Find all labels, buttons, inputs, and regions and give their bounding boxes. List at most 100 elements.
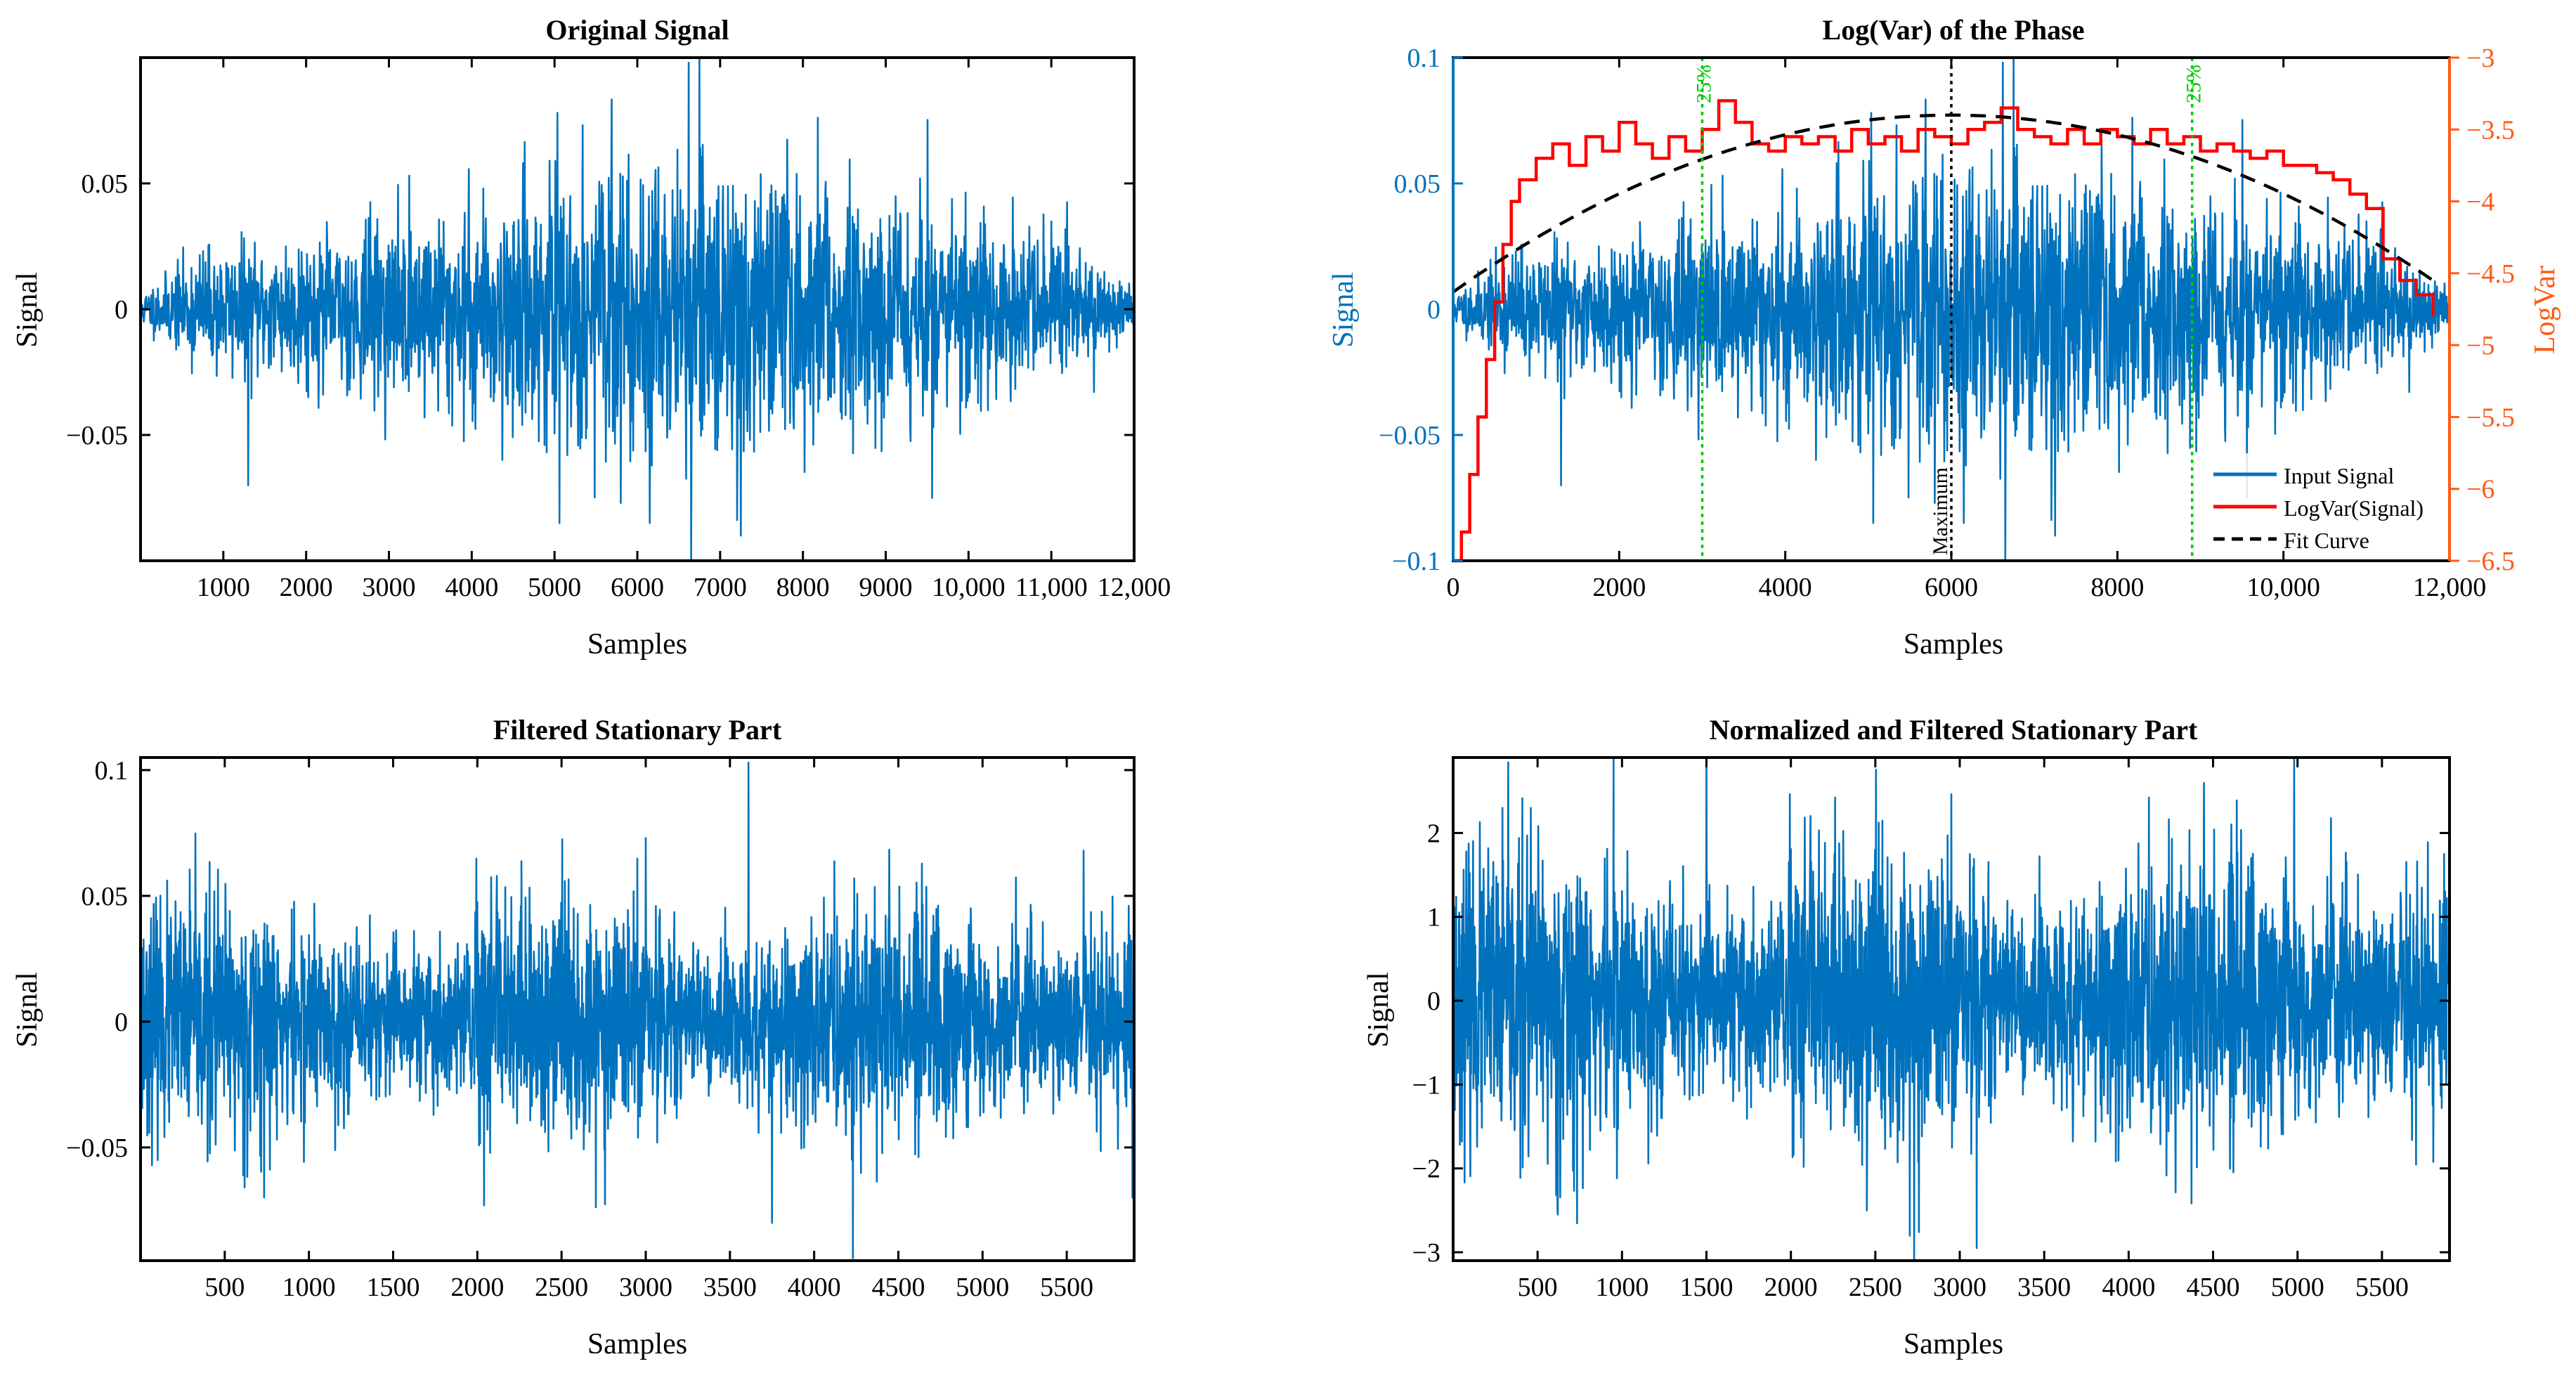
x-tick-label: 11,000 [1015, 573, 1088, 602]
x-tick-label: 5000 [528, 573, 581, 602]
signal-line [1452, 756, 2451, 1262]
plot-series [139, 56, 1136, 562]
x-tick-label: 5500 [1040, 1273, 1093, 1302]
chart-title: Normalized and Filtered Stationary Part [1710, 714, 2198, 746]
legend: Input Signal LogVar(Signal) Fit Curve [2196, 453, 2445, 553]
x-tick-label: 5500 [2355, 1273, 2409, 1302]
x-tick-label: 4000 [1759, 573, 1812, 602]
vline-label: 25% [1693, 65, 1716, 103]
y-tick-label-right: −5 [2466, 331, 2494, 360]
x-axis-label: Samples [587, 628, 687, 661]
y-tick-label: 0.1 [95, 756, 129, 786]
axes: 0 2000 4000 6000 8000 10,000 12,000 −0.1 −0.05 0 0… [1379, 44, 2515, 602]
x-tick-label: 2000 [1764, 1273, 1818, 1302]
y-tick-label: 2 [1427, 819, 1440, 848]
x-tick-label: 3500 [703, 1273, 757, 1302]
x-tick-label: 2500 [1849, 1273, 1902, 1302]
x-axis-label: Samples [1904, 1328, 2003, 1360]
y-tick-label: 0 [115, 1008, 128, 1037]
signal-line [139, 56, 1136, 562]
x-tick-label: 4000 [788, 1273, 841, 1302]
y-tick-label: −2 [1412, 1155, 1440, 1184]
y-axis-label: Signal [1362, 972, 1395, 1047]
panel-original-signal: Original Signal Signal Samples 1000 2000 3… [11, 14, 1171, 661]
x-tick-label: 2500 [535, 1273, 588, 1302]
legend-background [2196, 453, 2445, 548]
chart-title: Log(Var) of the Phase [1823, 14, 2085, 46]
axes-box [1452, 756, 2451, 1262]
y-tick-label: 0.1 [1407, 44, 1441, 73]
x-tick-label: 6000 [1925, 573, 1978, 602]
y-tick-label: −0.05 [1379, 421, 1440, 450]
legend-label-logvar: LogVar(Signal) [2284, 495, 2424, 521]
x-tick-label: 3500 [2017, 1273, 2071, 1302]
x-tick-label: 4500 [2187, 1273, 2240, 1302]
axes: 500 1000 1500 2000 2500 3000 3500 4000 4500 5000 5… [66, 756, 1136, 1302]
y-tick-label: 0.05 [82, 882, 129, 911]
x-tick-label: 1000 [282, 1273, 336, 1302]
axes: 500 1000 1500 2000 2500 3000 3500 4000 4500 5000 5… [1412, 756, 2451, 1302]
y-axis-label: Signal [11, 972, 44, 1047]
y-tick-label: 0 [1427, 295, 1440, 325]
y-tick-label-right: −4.5 [2466, 259, 2515, 289]
y-tick-label-right: −3.5 [2466, 115, 2515, 145]
x-tick-label: 1000 [197, 573, 250, 602]
x-tick-label: 4500 [871, 1273, 925, 1302]
x-tick-label: 3000 [1933, 1273, 1986, 1302]
panel-logvar-phase: Log(Var) of the Phase Signal LogVar Samp… [1327, 14, 2561, 661]
vline-label: 25% [2183, 65, 2206, 103]
y-tick-label: −0.05 [66, 421, 128, 450]
y-tick-label: −0.05 [66, 1133, 128, 1163]
x-tick-label: 8000 [776, 573, 830, 602]
x-tick-label: 12,000 [1098, 573, 1171, 602]
x-tick-label: 7000 [694, 573, 747, 602]
x-tick-label: 10,000 [932, 573, 1006, 602]
x-tick-label: 2000 [280, 573, 333, 602]
y-tick-label: 0.05 [82, 169, 129, 199]
y-tick-label: 0 [1427, 987, 1440, 1016]
x-tick-label: 500 [1518, 1273, 1558, 1302]
y-axis-label-right: LogVar [2529, 266, 2561, 354]
plot-series [139, 761, 1136, 1259]
x-tick-label: 3000 [363, 573, 416, 602]
vline-label: Maximum [1929, 467, 1952, 555]
y-tick-label: 0 [115, 295, 128, 325]
plot-series [1452, 756, 2451, 1262]
x-axis-label: Samples [1904, 628, 2003, 661]
x-tick-label: 12,000 [2413, 573, 2487, 602]
fit-curve-line [1452, 113, 2434, 294]
x-tick-label: 2000 [1592, 573, 1646, 602]
y-tick-label-right: −6 [2466, 475, 2494, 505]
y-tick-label: −1 [1412, 1070, 1440, 1100]
overlay-lines: 25% 25% Maximum [1452, 58, 2435, 563]
logvar-line [1453, 99, 2435, 563]
y-tick-label-right: −4 [2466, 188, 2494, 217]
y-tick-label: −3 [1412, 1238, 1440, 1268]
x-tick-label: 1500 [366, 1273, 419, 1302]
y-tick-label-right: −6.5 [2466, 547, 2515, 576]
y-axis-label: Signal [1327, 272, 1360, 347]
y-axis-label: Signal [11, 272, 44, 347]
legend-label-input-signal: Input Signal [2284, 463, 2394, 488]
x-tick-label: 2000 [450, 1273, 504, 1302]
y-tick-label-right: −3 [2466, 44, 2494, 73]
axes: 1000 2000 3000 4000 5000 6000 7000 8000 9000 10,0… [66, 56, 1171, 602]
x-tick-label: 3000 [619, 1273, 672, 1302]
chart-title: Filtered Stationary Part [493, 714, 782, 746]
x-tick-label: 9000 [859, 573, 913, 602]
x-tick-label: 1500 [1680, 1273, 1733, 1302]
x-tick-label: 8000 [2090, 573, 2144, 602]
x-tick-label: 5000 [956, 1273, 1009, 1302]
y-tick-label: −0.1 [1392, 547, 1440, 576]
x-tick-label: 10,000 [2246, 573, 2320, 602]
x-tick-label: 1000 [1595, 1273, 1648, 1302]
x-tick-label: 5000 [2271, 1273, 2324, 1302]
legend-label-fit-curve: Fit Curve [2284, 528, 2369, 553]
x-tick-label: 500 [204, 1273, 245, 1302]
chart-title: Original Signal [545, 14, 729, 46]
y-tick-label: 1 [1427, 903, 1440, 932]
x-tick-label: 4000 [2102, 1273, 2155, 1302]
y-tick-label: 0.05 [1394, 169, 1441, 199]
panel-filtered-stationary: Filtered Stationary Part Signal Samples … [11, 714, 1136, 1360]
